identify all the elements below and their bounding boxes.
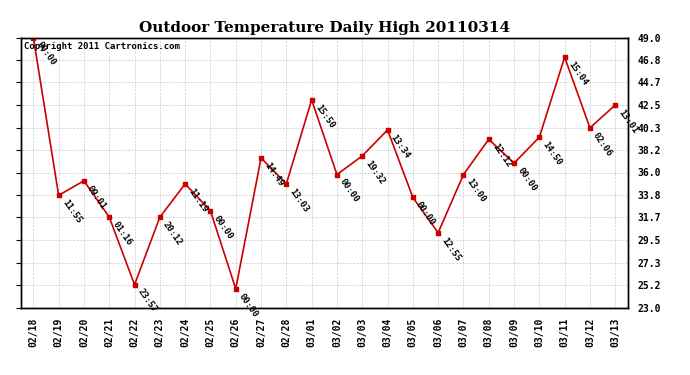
Text: 13:03: 13:03 [288,187,310,214]
Text: 15:50: 15:50 [313,103,336,130]
Text: 00:00: 00:00 [338,177,361,204]
Text: 20:12: 20:12 [161,220,184,247]
Text: 01:16: 01:16 [110,220,133,247]
Text: 09:01: 09:01 [86,184,108,211]
Text: 00:00: 00:00 [34,40,57,68]
Text: 19:32: 19:32 [364,159,386,186]
Text: Copyright 2011 Cartronics.com: Copyright 2011 Cartronics.com [23,42,179,51]
Text: 00:00: 00:00 [515,166,538,193]
Text: 15:04: 15:04 [566,60,589,87]
Point [433,230,444,236]
Point [205,208,216,214]
Text: 11:19: 11:19 [186,187,209,214]
Point [255,155,266,161]
Point [534,134,545,140]
Text: 13:00: 13:00 [465,177,488,204]
Point [53,192,64,198]
Text: 12:55: 12:55 [440,236,462,262]
Text: 00:00: 00:00 [237,292,260,319]
Text: 02:06: 02:06 [591,130,614,158]
Point [129,282,140,288]
Text: 12:12: 12:12 [490,142,513,169]
Point [509,160,520,166]
Title: Outdoor Temperature Daily High 20110314: Outdoor Temperature Daily High 20110314 [139,21,510,35]
Point [584,125,595,131]
Point [407,194,418,200]
Point [331,172,342,178]
Point [357,153,368,159]
Text: 14:49: 14:49 [262,161,285,188]
Point [483,136,494,142]
Text: 14:50: 14:50 [541,140,564,167]
Point [155,214,166,220]
Point [458,172,469,178]
Point [79,178,90,184]
Point [382,127,393,133]
Point [230,286,241,292]
Text: 00:00: 00:00 [212,214,235,241]
Point [559,54,570,60]
Text: 00:00: 00:00 [414,200,437,227]
Text: 23:57: 23:57 [136,287,159,315]
Text: 11:55: 11:55 [60,198,83,225]
Point [281,181,292,187]
Point [610,102,621,108]
Text: 13:34: 13:34 [389,133,412,160]
Point [306,97,317,103]
Point [179,181,190,187]
Point [28,34,39,40]
Text: 13:01: 13:01 [617,108,640,135]
Point [104,214,115,220]
